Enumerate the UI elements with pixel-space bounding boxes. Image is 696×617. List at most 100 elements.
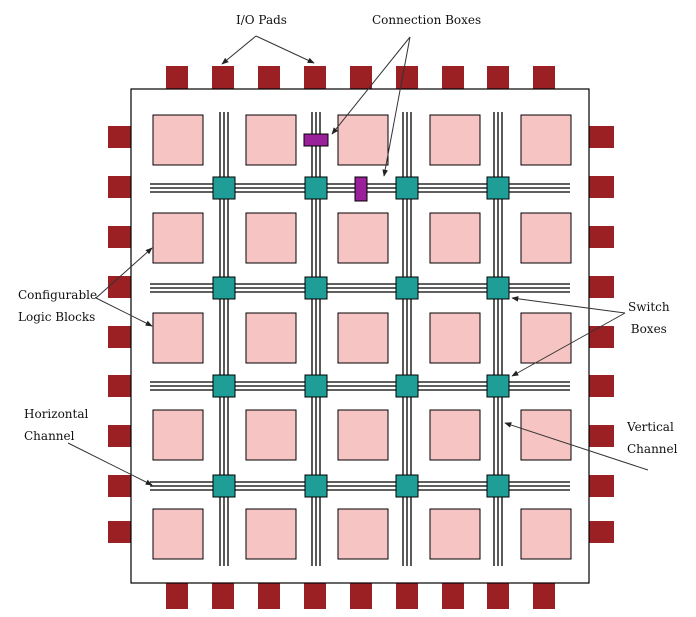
io-pad-right bbox=[589, 425, 614, 447]
io-pad-left bbox=[108, 326, 132, 348]
switch-boxes-label: Switch Boxes bbox=[628, 296, 670, 340]
io-pad-right bbox=[589, 475, 614, 497]
logic-block bbox=[245, 212, 297, 264]
switch-box-layer bbox=[212, 176, 510, 498]
switch-box bbox=[486, 474, 510, 498]
switch-box bbox=[395, 374, 419, 398]
switch-box bbox=[304, 276, 328, 300]
arrow-connection-box-left bbox=[331, 36, 411, 135]
logic-block bbox=[520, 212, 572, 264]
io-pad-right bbox=[589, 176, 614, 198]
logic-block bbox=[152, 409, 204, 461]
logic-block bbox=[429, 508, 481, 560]
configurable-logic-blocks-label-line2: Logic Blocks bbox=[18, 310, 96, 324]
io-pad-right bbox=[589, 276, 614, 298]
logic-block bbox=[429, 114, 481, 166]
io-pad-top bbox=[487, 66, 509, 90]
io-pad-top bbox=[212, 66, 234, 90]
horizontal-channel-label: Horizontal Channel bbox=[24, 403, 88, 447]
arrow-switch-box-upper bbox=[511, 296, 626, 314]
io-pad-bottom bbox=[442, 583, 464, 609]
arrow-connection-box-right bbox=[382, 36, 411, 177]
connection-boxes-label: Connection Boxes bbox=[372, 13, 482, 27]
switch-box bbox=[395, 276, 419, 300]
io-pad-bottom bbox=[304, 583, 326, 609]
io-pad-bottom bbox=[258, 583, 280, 609]
horizontal-channel-label-line1: Horizontal bbox=[24, 407, 89, 421]
arrow-io-pads-right bbox=[255, 35, 315, 64]
arrow-switch-box-lower bbox=[511, 312, 626, 377]
arrow-clb-upper bbox=[95, 247, 153, 299]
logic-block bbox=[152, 508, 204, 560]
io-pad-top bbox=[396, 66, 418, 90]
arrow-horizontal-channel bbox=[67, 442, 153, 486]
arrow-io-pads-left bbox=[221, 35, 257, 65]
io-pad-right bbox=[589, 126, 614, 148]
switch-box bbox=[212, 374, 236, 398]
io-pad-bottom bbox=[350, 583, 372, 609]
vertical-channel-label-line2: Channel bbox=[627, 442, 678, 456]
logic-block bbox=[429, 212, 481, 264]
logic-block bbox=[152, 312, 204, 364]
io-pad-bottom bbox=[396, 583, 418, 609]
logic-block bbox=[337, 114, 389, 166]
logic-block bbox=[337, 409, 389, 461]
connection-box-horizontal bbox=[303, 133, 329, 147]
logic-block bbox=[429, 312, 481, 364]
vertical-channel-label-line1: Vertical bbox=[627, 420, 674, 434]
io-pad-top bbox=[166, 66, 188, 90]
io-pad-right bbox=[589, 226, 614, 248]
io-pad-right bbox=[589, 375, 614, 397]
io-pad-left bbox=[108, 475, 132, 497]
logic-block bbox=[245, 312, 297, 364]
annotation-arrows bbox=[67, 35, 649, 486]
configurable-logic-blocks-label-line1: Configurable bbox=[18, 288, 98, 302]
arrow-clb-lower bbox=[95, 297, 153, 327]
switch-box bbox=[395, 176, 419, 200]
logic-block bbox=[337, 312, 389, 364]
connection-box-layer bbox=[303, 133, 368, 202]
io-pad-left bbox=[108, 375, 132, 397]
switch-box bbox=[486, 176, 510, 200]
io-pad-top bbox=[533, 66, 555, 90]
logic-block bbox=[152, 114, 204, 166]
io-pad-left bbox=[108, 276, 132, 298]
logic-block bbox=[520, 409, 572, 461]
logic-block bbox=[245, 508, 297, 560]
io-pad-top bbox=[258, 66, 280, 90]
connection-box-vertical bbox=[354, 176, 368, 202]
io-pads-label: I/O Pads bbox=[236, 13, 287, 27]
switch-boxes-label-line2: Boxes bbox=[630, 322, 667, 336]
logic-block bbox=[337, 508, 389, 560]
io-pad-top bbox=[442, 66, 464, 90]
horizontal-channel-label-line2: Channel bbox=[24, 429, 75, 443]
vertical-channel-label: Vertical Channel bbox=[627, 416, 677, 460]
switch-box bbox=[304, 474, 328, 498]
switch-box bbox=[304, 374, 328, 398]
logic-block bbox=[429, 409, 481, 461]
logic-block bbox=[245, 409, 297, 461]
switch-box bbox=[212, 176, 236, 200]
io-pad-bottom bbox=[212, 583, 234, 609]
switch-box bbox=[304, 176, 328, 200]
io-pad-bottom bbox=[166, 583, 188, 609]
switch-box bbox=[486, 374, 510, 398]
io-pad-left bbox=[108, 176, 132, 198]
io-pad-bottom bbox=[533, 583, 555, 609]
io-pad-right bbox=[589, 326, 614, 348]
logic-block bbox=[520, 312, 572, 364]
io-pad-layer bbox=[108, 66, 614, 609]
io-pad-bottom bbox=[487, 583, 509, 609]
io-pad-left bbox=[108, 521, 132, 543]
arrow-vertical-channel bbox=[504, 422, 649, 471]
switch-box bbox=[486, 276, 510, 300]
logic-block bbox=[245, 114, 297, 166]
io-pad-left bbox=[108, 126, 132, 148]
logic-block bbox=[520, 508, 572, 560]
switch-box bbox=[212, 474, 236, 498]
clb-layer bbox=[152, 114, 572, 560]
io-pad-left bbox=[108, 425, 132, 447]
logic-block bbox=[337, 212, 389, 264]
